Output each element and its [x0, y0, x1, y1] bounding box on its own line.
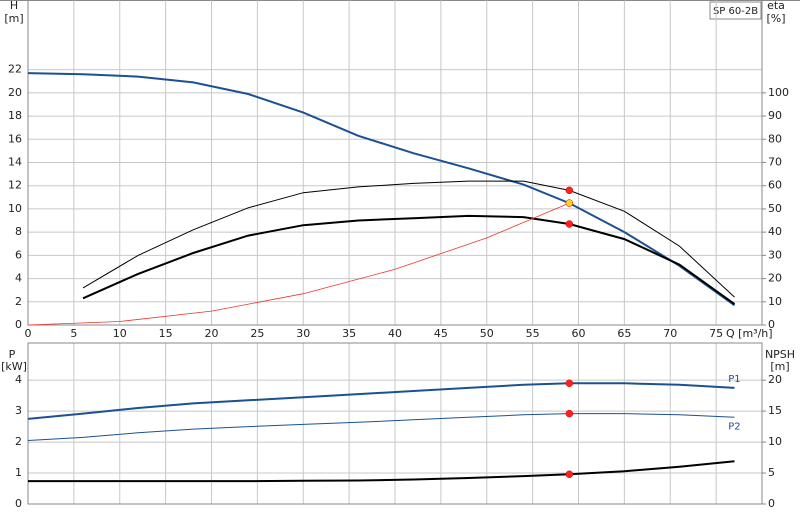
x-tick-label: 65	[617, 327, 631, 340]
y2-tick-label: 30	[768, 248, 782, 261]
curve	[27, 72, 736, 307]
y-tick-label: 14	[8, 156, 22, 169]
y-axis-label: P	[9, 348, 16, 361]
curve	[82, 214, 736, 305]
duty-point	[565, 379, 574, 387]
x-tick-label: 60	[572, 327, 586, 340]
y-axis-unit: [kW]	[1, 360, 27, 373]
y2-tick-label: 15	[768, 404, 782, 417]
curve	[28, 460, 735, 483]
curve	[27, 382, 735, 420]
y-tick-label: 0	[15, 497, 22, 510]
y2-axis-label: NPSH	[765, 348, 795, 361]
y2-tick-label: 90	[768, 109, 782, 122]
y-tick-label: 4	[15, 272, 22, 285]
x-tick-label: 40	[388, 327, 402, 340]
title-box	[709, 1, 762, 20]
y-tick-label: 18	[8, 109, 22, 122]
x-tick-label: 15	[159, 327, 173, 340]
y2-tick-label: 0	[768, 318, 775, 331]
x-tick-label: 70	[663, 327, 677, 340]
duty-point	[565, 409, 574, 418]
y-tick-label: 10	[8, 202, 22, 215]
x-tick-label: 5	[70, 327, 77, 340]
y2-axis-unit: [%]	[766, 12, 785, 25]
y2-tick-label: 50	[768, 202, 782, 215]
y-axis-unit: [m]	[4, 12, 23, 25]
y-tick-label: 8	[15, 225, 22, 238]
chart-title: SP 60-2B	[713, 6, 758, 17]
y2-tick-label: 5	[768, 466, 775, 479]
y-tick-label: 12	[8, 179, 22, 192]
series-label: P2	[728, 421, 740, 432]
plot-frame	[27, 342, 763, 505]
y2-tick-label: 40	[768, 225, 782, 238]
y-axis-label: H	[10, 0, 18, 12]
y-tick-label: 22	[8, 63, 22, 76]
plot-frame	[27, 0, 763, 326]
y-tick-label: 2	[15, 435, 22, 448]
y2-axis-unit: [m]	[770, 360, 789, 373]
x-tick-label: 10	[113, 327, 127, 340]
y-tick-label: 1	[15, 466, 22, 479]
y-tick-label: 2	[15, 295, 22, 308]
y-tick-label: 3	[15, 404, 22, 417]
x-tick-label: 35	[342, 327, 356, 340]
curve	[27, 413, 735, 441]
y2-tick-label: 20	[768, 373, 782, 386]
y-tick-label: 20	[8, 86, 22, 99]
x-tick-label: 50	[480, 327, 494, 340]
y2-tick-label: 10	[768, 295, 782, 308]
y2-tick-label: 10	[768, 435, 782, 448]
y2-tick-label: 20	[768, 272, 782, 285]
x-tick-label: 25	[250, 327, 264, 340]
curve	[27, 202, 570, 326]
y2-tick-label: 0	[768, 497, 775, 510]
y2-tick-label: 80	[768, 132, 782, 145]
x-tick-label: 0	[25, 327, 32, 340]
duty-point	[565, 470, 574, 479]
y2-axis-label: eta	[767, 0, 785, 12]
y-tick-label: 16	[8, 132, 22, 145]
x-tick-label: 30	[296, 327, 310, 340]
y2-tick-label: 70	[768, 156, 782, 169]
curve	[82, 180, 735, 298]
series-label: P1	[728, 374, 740, 385]
duty-point	[565, 220, 574, 228]
x-tick-label: 20	[205, 327, 219, 340]
y2-tick-label: 100	[768, 86, 789, 99]
y2-tick-label: 60	[768, 179, 782, 192]
y-tick-label: 6	[15, 248, 22, 261]
duty-point	[565, 199, 574, 207]
x-axis-label: Q [m³/h]	[726, 327, 773, 340]
x-tick-label: 75	[709, 327, 723, 340]
y-tick-label: 0	[15, 318, 22, 331]
y-tick-label: 4	[15, 373, 22, 386]
duty-point	[565, 186, 574, 195]
x-tick-label: 45	[434, 327, 448, 340]
x-tick-label: 55	[526, 327, 540, 340]
